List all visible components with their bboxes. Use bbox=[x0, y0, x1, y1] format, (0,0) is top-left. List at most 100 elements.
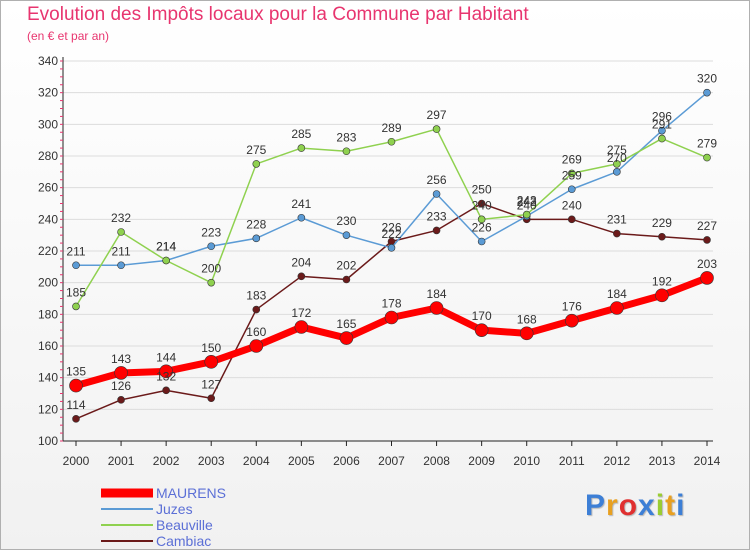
y-tick-label-180: 180 bbox=[38, 307, 58, 321]
data-point-beauville-2004 bbox=[252, 160, 261, 168]
data-label-maurens-2013: 192 bbox=[652, 274, 672, 288]
x-tick-label-2012: 2012 bbox=[604, 454, 631, 468]
data-point-juzes-2007 bbox=[387, 244, 396, 252]
x-tick-label-2014: 2014 bbox=[694, 454, 721, 468]
data-point-maurens-2007 bbox=[384, 310, 399, 325]
x-tick-label-2005: 2005 bbox=[288, 454, 315, 468]
data-label-juzes-2009: 226 bbox=[472, 221, 492, 235]
y-tick-label-220: 220 bbox=[38, 244, 58, 258]
data-point-maurens-2001 bbox=[114, 366, 128, 380]
data-point-juzes-2013 bbox=[658, 126, 666, 135]
data-label-cambiac-2002: 132 bbox=[156, 369, 176, 383]
data-point-maurens-2005 bbox=[294, 320, 309, 334]
data-point-beauville-2009 bbox=[477, 215, 486, 224]
data-label-beauville-2002: 214 bbox=[156, 240, 176, 254]
data-point-juzes-2003 bbox=[207, 242, 216, 251]
data-label-maurens-2011: 176 bbox=[562, 300, 582, 314]
x-tick-label-2013: 2013 bbox=[649, 454, 676, 468]
logo-letter: i bbox=[676, 489, 686, 522]
data-point-beauville-2000 bbox=[72, 302, 80, 311]
y-tick-label-100: 100 bbox=[38, 434, 58, 448]
data-point-cambiac-2001 bbox=[117, 396, 125, 404]
data-label-cambiac-2013: 229 bbox=[652, 216, 672, 230]
data-label-beauville-2001: 232 bbox=[111, 211, 131, 225]
data-point-cambiac-2012 bbox=[613, 229, 621, 238]
data-label-juzes-2011: 259 bbox=[562, 168, 582, 182]
data-point-juzes-2004 bbox=[252, 234, 261, 243]
data-label-beauville-2010: 243 bbox=[517, 194, 537, 208]
data-point-beauville-2013 bbox=[658, 134, 666, 143]
data-label-maurens-2000: 135 bbox=[66, 365, 86, 379]
data-point-cambiac-2014 bbox=[703, 236, 711, 244]
data-point-cambiac-2004 bbox=[252, 305, 261, 314]
data-point-cambiac-2009 bbox=[477, 199, 486, 208]
x-tick-label-2009: 2009 bbox=[468, 454, 495, 468]
logo-letter: o bbox=[618, 489, 639, 522]
data-label-beauville-2011: 269 bbox=[562, 152, 582, 166]
data-point-cambiac-2005 bbox=[297, 272, 306, 281]
logo-letter: r bbox=[606, 489, 619, 522]
data-label-cambiac-2008: 233 bbox=[427, 209, 447, 223]
data-point-maurens-2009 bbox=[474, 323, 489, 337]
data-point-cambiac-2003 bbox=[207, 394, 216, 403]
data-label-cambiac-2004: 183 bbox=[246, 289, 266, 303]
legend-label-maurens: MAURENS bbox=[156, 485, 226, 501]
data-label-juzes-2014: 320 bbox=[697, 72, 717, 86]
x-tick-label-2000: 2000 bbox=[63, 454, 90, 468]
data-label-juzes-2007: 222 bbox=[381, 227, 401, 241]
data-point-cambiac-2013 bbox=[658, 232, 666, 241]
legend-label-beauville: Beauville bbox=[156, 517, 213, 533]
data-point-beauville-2008 bbox=[432, 125, 441, 133]
data-label-juzes-2000: 211 bbox=[66, 244, 85, 258]
data-label-beauville-2007: 289 bbox=[381, 121, 401, 135]
data-label-cambiac-2011: 240 bbox=[562, 198, 582, 212]
data-point-maurens-2013 bbox=[655, 288, 669, 303]
data-point-beauville-2012 bbox=[613, 160, 621, 168]
data-label-cambiac-2006: 202 bbox=[336, 259, 356, 273]
data-label-juzes-2013: 296 bbox=[652, 110, 672, 124]
data-point-juzes-2008 bbox=[432, 190, 441, 198]
data-point-beauville-2001 bbox=[117, 228, 125, 236]
data-point-maurens-2011 bbox=[564, 313, 579, 328]
y-tick-label-240: 240 bbox=[38, 212, 58, 226]
logo-letter: i bbox=[655, 489, 666, 522]
data-label-maurens-2006: 165 bbox=[336, 317, 356, 331]
data-label-maurens-2003: 150 bbox=[201, 341, 221, 355]
x-tick-label-2006: 2006 bbox=[333, 454, 360, 468]
data-point-juzes-2006 bbox=[342, 231, 351, 239]
data-point-maurens-2008 bbox=[429, 301, 444, 315]
data-point-juzes-2005 bbox=[297, 213, 306, 222]
data-label-beauville-2004: 275 bbox=[246, 143, 266, 157]
data-label-cambiac-2005: 204 bbox=[291, 255, 311, 269]
y-tick-label-120: 120 bbox=[38, 402, 58, 416]
data-label-maurens-2010: 168 bbox=[517, 312, 537, 326]
data-label-beauville-2006: 283 bbox=[336, 130, 356, 144]
data-point-juzes-2014 bbox=[703, 88, 711, 97]
data-label-juzes-2008: 256 bbox=[427, 173, 447, 187]
data-label-beauville-2005: 285 bbox=[291, 127, 311, 141]
data-point-beauville-2014 bbox=[703, 153, 711, 162]
data-label-cambiac-2000: 114 bbox=[66, 398, 85, 412]
data-point-juzes-2009 bbox=[477, 237, 486, 246]
x-tick-label-2004: 2004 bbox=[243, 454, 270, 468]
data-point-cambiac-2006 bbox=[342, 275, 351, 284]
data-point-beauville-2003 bbox=[207, 278, 216, 287]
y-tick-label-320: 320 bbox=[38, 86, 58, 100]
data-point-cambiac-2002 bbox=[162, 386, 170, 395]
data-label-cambiac-2009: 250 bbox=[472, 183, 492, 197]
x-tick-label-2010: 2010 bbox=[513, 454, 540, 468]
chart-title: Evolution des Impôts locaux pour la Comm… bbox=[27, 4, 529, 25]
y-tick-label-340: 340 bbox=[38, 54, 58, 68]
data-point-cambiac-2011 bbox=[567, 215, 576, 224]
data-label-maurens-2005: 172 bbox=[291, 306, 311, 320]
data-label-maurens-2007: 178 bbox=[381, 297, 401, 311]
logo-letter: t bbox=[665, 489, 677, 522]
data-point-juzes-2000 bbox=[72, 261, 80, 270]
data-point-juzes-2001 bbox=[117, 261, 125, 270]
data-label-maurens-2002: 144 bbox=[156, 350, 176, 364]
data-label-maurens-2009: 170 bbox=[472, 309, 492, 323]
data-point-maurens-2012 bbox=[610, 301, 624, 315]
y-tick-label-300: 300 bbox=[38, 117, 58, 131]
y-tick-label-280: 280 bbox=[38, 149, 58, 163]
y-tick-label-160: 160 bbox=[38, 339, 58, 353]
